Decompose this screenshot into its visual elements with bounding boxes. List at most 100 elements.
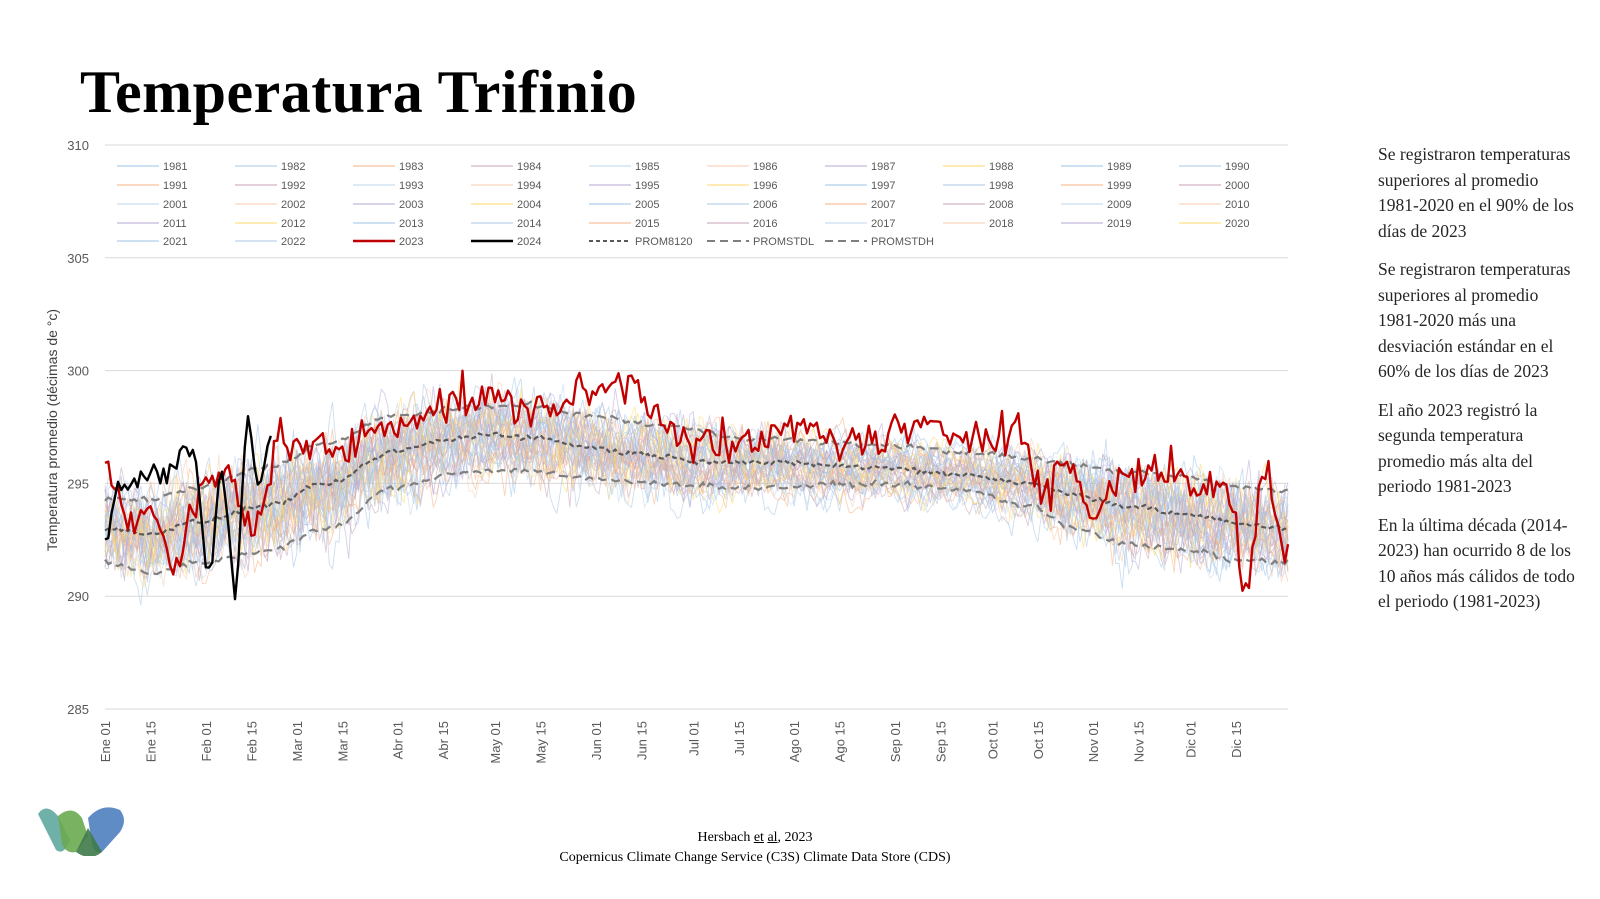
x-tick-label: Ene 01 [98,721,113,762]
x-tick-label: Ago 15 [833,721,848,762]
note-2: Se registraron temperaturas superiores a… [1378,259,1571,381]
legend-label: 2004 [517,199,541,211]
legend-label: 2005 [635,199,659,211]
organization-logo [38,807,124,856]
chart-legend: 1981 1982 1983 1984 1985 1986 1987 1988 1989 1990… [117,161,1249,248]
legend-label: 2021 [163,236,187,248]
note-4: En la última década (2014-2023) han ocur… [1378,514,1575,612]
logo-center-leaf [76,828,102,856]
series-line-promstdl [104,467,1289,576]
x-tick-label: Sep 01 [888,721,903,762]
legend-label: 2018 [989,218,1013,230]
series-line-2022 [104,377,1289,547]
legend-label: 1987 [871,161,895,173]
logo-middle-leaf [58,810,88,853]
y-tick-label: 290 [67,589,89,604]
x-tick-label: Oct 01 [985,721,1000,759]
average-series [104,400,1289,576]
x-tick-label: Oct 15 [1031,721,1046,759]
x-tick-label: Sep 15 [933,721,948,762]
legend-label: 2014 [517,218,541,230]
series-line-2023 [104,369,1290,592]
series-line-2024 [104,415,272,601]
citation-al: al [767,830,778,845]
x-tick-label: Feb 01 [199,721,214,761]
x-tick-label: May 15 [534,721,549,764]
y-axis-label: Temperatura promedio (décimas de °c) [44,309,60,551]
legend-label: 1998 [989,180,1013,192]
highlight-series [104,369,1290,601]
source-citation: Hersbach et al, 2023 Copernicus Climate … [0,828,1510,868]
x-tick-label: Feb 15 [244,721,259,761]
series-line-2021 [104,378,1289,548]
legend-label: 1989 [1107,161,1131,173]
x-tick-label: Jun 15 [634,721,649,760]
legend-label: 1983 [399,161,423,173]
page-title: Temperatura Trifinio [80,59,638,125]
y-tick-label: 285 [67,702,89,717]
note-1: Se registraron temperaturas superiores a… [1378,144,1574,241]
legend-label: 1993 [399,180,423,192]
legend-label: 2000 [1225,180,1249,192]
y-axis-ticks: 285 290 295 300 305 310 [67,138,89,717]
legend-label: PROMSTDL [753,236,814,248]
logo-right-leaf [88,807,124,853]
legend-label: 1996 [753,180,777,192]
legend-label: 1982 [281,161,305,173]
x-tick-label: Nov 15 [1132,721,1147,762]
x-tick-label: Nov 01 [1086,721,1101,762]
side-notes: Se registraron temperaturas superiores a… [1378,142,1583,628]
legend-label: 1984 [517,161,541,173]
legend-label: 1990 [1225,161,1249,173]
legend-label: 1986 [753,161,777,173]
legend-label: 2017 [871,218,895,230]
x-tick-label: Mar 01 [290,721,305,761]
x-tick-label: Abr 01 [391,721,406,759]
legend-label: 1985 [635,161,659,173]
x-tick-label: Dic 01 [1184,721,1199,758]
x-tick-label: May 01 [488,721,503,764]
legend-label: 2022 [281,236,305,248]
legend-label: 2024 [517,236,541,248]
legend-label: 1994 [517,180,541,192]
series-line-2016 [104,373,1289,552]
legend-label: 2011 [163,218,187,230]
legend-label: 1991 [163,180,187,192]
legend-label: 2003 [399,199,423,211]
legend-label: 1992 [281,180,305,192]
legend-label: 2016 [753,218,777,230]
note-3: El año 2023 registró la segunda temperat… [1378,399,1538,497]
legend-label: 2007 [871,199,895,211]
y-tick-label: 300 [67,364,89,379]
x-tick-label: Abr 15 [436,721,451,759]
legend-label: 2009 [1107,199,1131,211]
citation-year: , 2023 [777,830,813,845]
x-axis-ticks: Ene 01 Ene 15 Feb 01 Feb 15 Mar 01 Mar 15 Abr … [98,721,1244,764]
citation-author: Hersbach [697,830,754,845]
x-tick-label: Ago 01 [787,721,802,762]
legend-label: 1995 [635,180,659,192]
y-tick-label: 305 [67,251,89,266]
y-tick-label: 295 [67,476,89,491]
legend-label: 2002 [281,199,305,211]
legend-label: 2015 [635,218,659,230]
legend-label: 1988 [989,161,1013,173]
legend-label: 2008 [989,199,1013,211]
background-years-series [104,373,1289,606]
x-tick-label: Jul 15 [732,721,747,756]
legend-label: 2006 [753,199,777,211]
legend-label: 1981 [163,161,187,173]
series-line-2018 [104,381,1289,559]
legend-label: 2010 [1225,199,1249,211]
x-tick-label: Mar 15 [335,721,350,761]
y-tick-label: 310 [67,138,89,153]
x-tick-label: Jun 01 [589,721,604,760]
legend-label: 1999 [1107,180,1131,192]
legend-label: 2023 [399,236,423,248]
legend-label: PROMSTDH [871,236,934,248]
legend-label: 2019 [1107,218,1131,230]
x-tick-label: Ene 15 [144,721,159,762]
legend-label: 2001 [163,199,187,211]
legend-label: 2012 [281,218,305,230]
